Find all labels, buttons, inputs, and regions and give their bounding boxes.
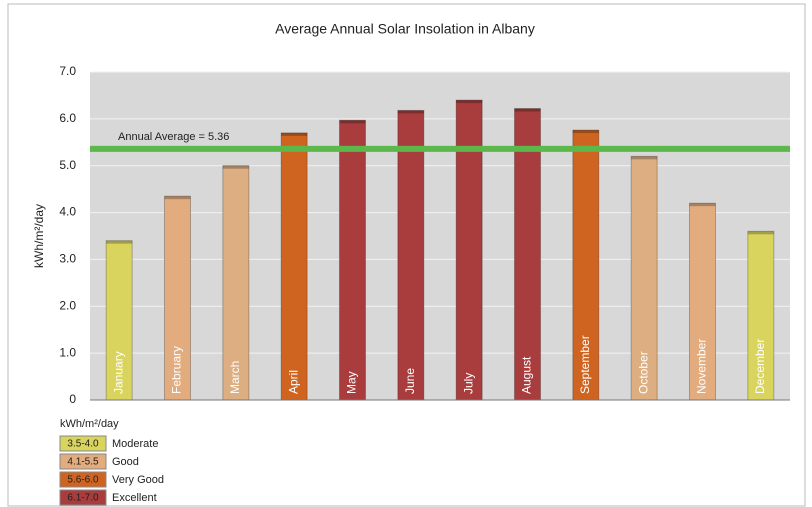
bar-top bbox=[689, 203, 716, 207]
y-tick-label: 5.0 bbox=[59, 158, 76, 172]
bar bbox=[747, 230, 775, 401]
legend-label: Moderate bbox=[112, 438, 158, 450]
bar-top bbox=[397, 110, 424, 114]
bar-top bbox=[456, 100, 483, 104]
bar bbox=[455, 99, 483, 401]
x-tick-label: February bbox=[170, 346, 184, 394]
y-tick-label: 4.0 bbox=[59, 205, 76, 219]
x-tick-label: August bbox=[520, 356, 534, 394]
legend-swatch bbox=[59, 471, 107, 488]
x-tick-label: June bbox=[403, 368, 417, 394]
bar bbox=[397, 109, 425, 401]
bar-top bbox=[747, 231, 774, 235]
bar-top bbox=[339, 120, 366, 124]
x-tick-label: April bbox=[286, 370, 300, 394]
bar bbox=[630, 155, 658, 401]
bar bbox=[339, 119, 366, 401]
bar-top bbox=[164, 196, 191, 200]
bar bbox=[514, 108, 541, 401]
y-tick-label: 3.0 bbox=[59, 252, 76, 266]
y-tick-label: 1.0 bbox=[59, 345, 76, 359]
bar bbox=[164, 195, 191, 401]
chart-title: Average Annual Solar Insolation in Alban… bbox=[275, 21, 535, 37]
bar-top bbox=[281, 132, 308, 136]
legend-swatch bbox=[59, 489, 107, 506]
x-tick-label: July bbox=[461, 373, 475, 394]
x-tick-label: November bbox=[695, 339, 709, 394]
bar-top bbox=[514, 108, 541, 112]
bar-top bbox=[631, 156, 658, 160]
average-line bbox=[90, 145, 790, 152]
legend-swatch bbox=[59, 435, 107, 452]
x-tick-label: October bbox=[636, 351, 650, 394]
y-tick-label: 7.0 bbox=[59, 64, 76, 78]
legend-range: 4.1-5.5 bbox=[67, 457, 99, 468]
average-label: Annual Average = 5.36 bbox=[118, 131, 229, 143]
y-tick-label: 2.0 bbox=[59, 298, 76, 312]
bar-top bbox=[222, 165, 249, 169]
x-tick-label: May bbox=[345, 371, 359, 394]
bar-top bbox=[106, 240, 133, 244]
y-axis-label: kWh/m²/day bbox=[32, 204, 46, 268]
legend-range: 3.5-4.0 bbox=[67, 439, 99, 450]
legend-range: 5.6-6.0 bbox=[67, 475, 99, 486]
bar bbox=[689, 202, 716, 401]
y-tick-label: 6.0 bbox=[59, 111, 76, 125]
legend-title: kWh/m²/day bbox=[60, 418, 119, 430]
legend-label: Very Good bbox=[112, 474, 164, 486]
bar bbox=[572, 129, 600, 401]
legend-range: 6.1-7.0 bbox=[67, 493, 99, 504]
legend-label: Excellent bbox=[112, 492, 157, 504]
x-tick-label: December bbox=[753, 339, 767, 394]
legend-swatch bbox=[59, 453, 107, 470]
plot-area bbox=[90, 72, 790, 400]
bar bbox=[280, 132, 308, 401]
bar bbox=[222, 165, 250, 401]
y-tick-label: 0 bbox=[69, 392, 76, 406]
x-tick-label: March bbox=[228, 361, 242, 394]
x-tick-label: September bbox=[578, 335, 592, 394]
x-tick-label: January bbox=[111, 351, 125, 394]
legend-label: Good bbox=[112, 456, 139, 468]
bar-top bbox=[572, 130, 599, 134]
